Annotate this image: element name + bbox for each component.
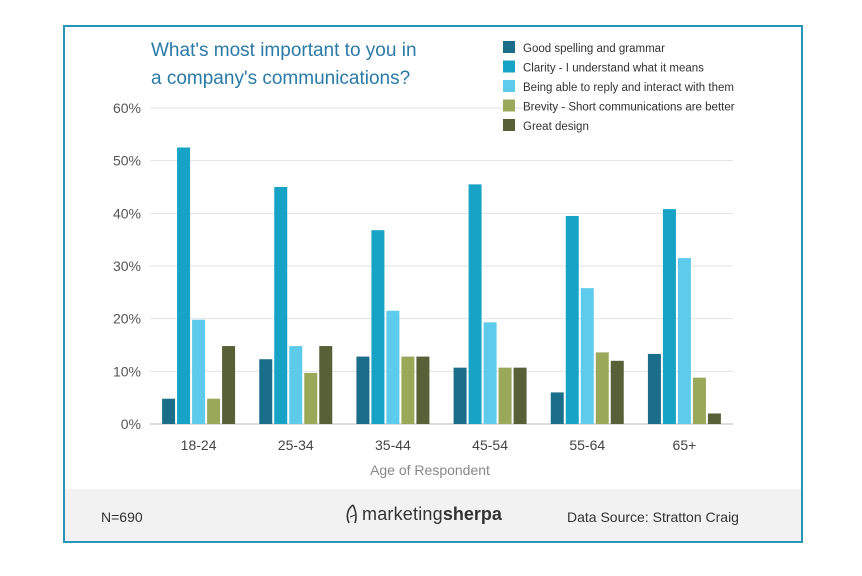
x-axis-label: Age of Respondent	[370, 462, 490, 478]
sample-size-label: N=690	[101, 509, 143, 525]
y-tick-label: 30%	[113, 258, 141, 274]
y-tick-label: 40%	[113, 205, 141, 221]
bar-65+-series-2	[677, 258, 691, 424]
legend-label: Great design	[523, 121, 589, 133]
bar-18-24-series-0	[162, 398, 176, 424]
bar-45-54-series-3	[498, 367, 512, 424]
sherpa-logo-icon	[346, 504, 357, 524]
chart-title-line-1: What's most important to you in	[151, 40, 417, 61]
legend-swatch	[503, 41, 515, 53]
legend-swatch	[503, 119, 515, 131]
bar-35-44-series-1	[371, 230, 385, 424]
bar-25-34-series-4	[319, 346, 333, 424]
legend-swatch	[503, 60, 515, 73]
bar-55-64-series-0	[550, 392, 564, 424]
chart-title-line-2: a company's communications?	[151, 68, 410, 89]
legend: Good spelling and grammar Clarity - I und…	[503, 41, 735, 133]
x-tick-label: 65+	[673, 437, 697, 453]
x-tick-label: 55-64	[569, 437, 605, 453]
bar-65+-series-4	[707, 413, 721, 424]
bar-35-44-series-2	[386, 310, 400, 424]
brand-name-part-1: marketing	[362, 503, 443, 524]
footer-bar	[65, 489, 801, 541]
grid-lines	[150, 107, 733, 425]
bar-45-54-series-4	[513, 367, 527, 424]
bar-25-34-series-3	[304, 372, 318, 424]
bar-55-64-series-1	[565, 215, 579, 424]
y-tick-label: 20%	[113, 311, 141, 327]
bar-18-24-series-3	[207, 398, 221, 424]
bar-25-34-series-1	[274, 187, 288, 424]
data-source-label: Data Source: Stratton Craig	[567, 509, 739, 525]
legend-label: Brevity - Short communications are bette…	[523, 102, 735, 114]
y-tick-label: 50%	[113, 153, 141, 169]
bar-65+-series-3	[692, 377, 706, 424]
bar-45-54-series-0	[453, 367, 467, 424]
brand-logo: marketing sherpa	[344, 503, 502, 525]
y-tick-label: 0%	[121, 416, 141, 432]
bar-35-44-series-3	[401, 356, 415, 424]
x-tick-label: 25-34	[278, 437, 314, 453]
bars	[162, 147, 721, 424]
x-tick-label: 18-24	[181, 437, 217, 453]
bar-18-24-series-2	[192, 319, 206, 424]
bar-18-24-series-1	[177, 147, 191, 424]
x-tick-label: 45-54	[472, 437, 508, 453]
legend-label: Being able to reply and interact with th…	[523, 82, 734, 94]
bar-45-54-series-1	[468, 184, 482, 424]
brand-name-part-2: sherpa	[442, 503, 502, 524]
bar-18-24-series-4	[222, 346, 236, 424]
bar-55-64-series-4	[610, 360, 624, 424]
legend-swatch	[503, 99, 515, 112]
bar-25-34-series-2	[289, 346, 303, 424]
bar-65+-series-0	[647, 353, 661, 424]
y-tick-label: 10%	[113, 363, 141, 379]
legend-swatch	[503, 80, 515, 92]
y-axis-ticks: 0% 10% 20% 30% 40% 50% 60%	[113, 100, 141, 432]
legend-label: Good spelling and grammar	[523, 43, 665, 55]
x-axis-ticks: 18-24 25-34 35-44 45-54 55-64 65+	[181, 437, 697, 453]
bar-45-54-series-2	[483, 322, 497, 424]
bar-25-34-series-0	[259, 359, 273, 424]
bar-55-64-series-3	[595, 352, 609, 424]
legend-label: Clarity - I understand what it means	[523, 63, 704, 75]
bar-55-64-series-2	[580, 288, 594, 424]
y-tick-label: 60%	[113, 100, 141, 116]
bar-65+-series-1	[662, 209, 676, 424]
bar-35-44-series-4	[416, 356, 430, 424]
x-tick-label: 35-44	[375, 437, 411, 453]
bar-35-44-series-0	[356, 356, 370, 424]
